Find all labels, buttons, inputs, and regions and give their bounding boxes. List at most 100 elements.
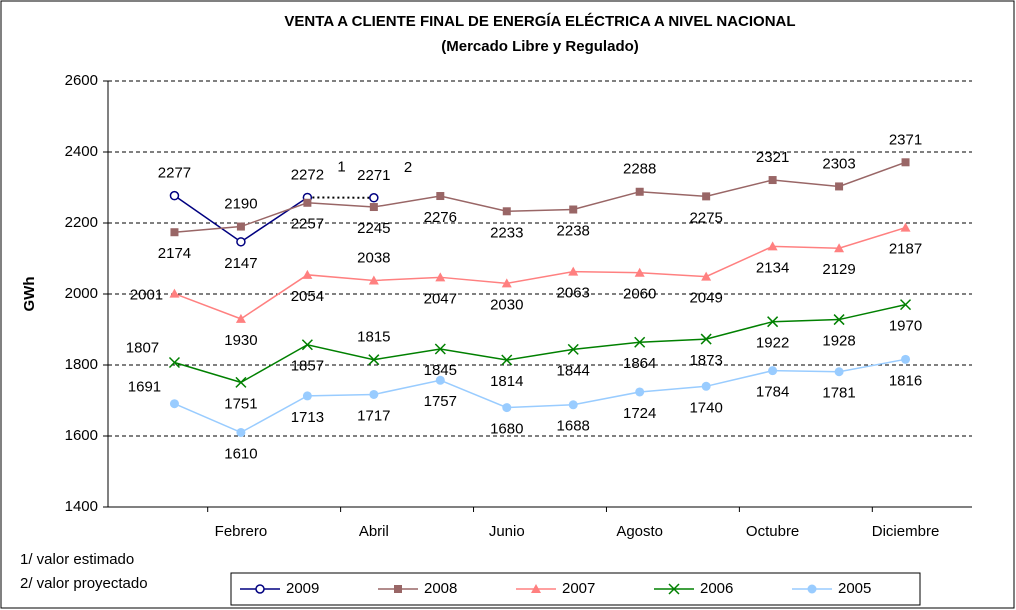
y-tick-label: 1800 <box>65 356 98 373</box>
chart-title: VENTA A CLIENTE FINAL DE ENERGÍA ELÉCTRI… <box>284 13 795 30</box>
data-point <box>768 366 778 376</box>
data-point <box>369 203 378 212</box>
data-point <box>236 237 246 247</box>
data-point <box>702 192 711 201</box>
data-label: 1740 <box>689 399 722 416</box>
data-point <box>235 376 247 388</box>
data-point <box>834 367 844 377</box>
data-label: 2060 <box>623 286 656 303</box>
data-label: 1610 <box>224 445 257 462</box>
data-label: 1930 <box>224 332 257 349</box>
data-label: 2038 <box>357 249 390 266</box>
data-point <box>301 339 313 351</box>
data-point <box>834 243 845 253</box>
data-label: 2303 <box>822 155 855 172</box>
data-label: 2276 <box>424 209 457 226</box>
x-tick-label: Agosto <box>616 523 663 540</box>
legend-marker <box>531 584 541 593</box>
data-label: 1857 <box>291 358 324 375</box>
legend-label: 2008 <box>424 580 457 597</box>
data-point <box>369 389 379 399</box>
data-label: 1724 <box>623 405 656 422</box>
data-point <box>900 222 911 232</box>
data-label: 2129 <box>822 261 855 278</box>
data-point <box>368 275 379 285</box>
data-label: 2245 <box>357 220 390 237</box>
legend-label: 2007 <box>562 580 595 597</box>
data-point <box>767 241 778 251</box>
data-label: 2272 <box>291 166 324 183</box>
legend-marker <box>807 584 817 594</box>
y-axis-label: GWh <box>21 277 38 312</box>
x-tick-label: Octubre <box>746 523 799 540</box>
data-point <box>169 399 179 409</box>
data-point <box>569 205 578 214</box>
series-line <box>174 161 906 233</box>
data-label: 1751 <box>224 395 257 412</box>
data-label: 1922 <box>756 335 789 352</box>
data-point <box>170 228 179 237</box>
data-point <box>435 272 446 282</box>
legend-marker <box>255 584 265 594</box>
data-label: 2174 <box>158 245 191 262</box>
data-point <box>567 343 579 355</box>
data-point <box>501 354 513 366</box>
data-point <box>634 336 646 348</box>
data-point <box>502 403 512 413</box>
data-label: 2030 <box>490 296 523 313</box>
data-point <box>701 271 712 281</box>
data-label: 1781 <box>822 385 855 402</box>
x-tick-label: Junio <box>489 523 525 540</box>
data-point <box>368 354 380 366</box>
data-label: 1814 <box>490 373 523 390</box>
footnote: 2/ valor proyectado <box>20 575 148 592</box>
chart-subtitle: (Mercado Libre y Regulado) <box>441 38 639 55</box>
data-point <box>634 267 645 277</box>
data-label: 2371 <box>889 131 922 148</box>
data-point <box>502 207 511 216</box>
legend-marker <box>668 583 680 595</box>
y-tick-label: 1600 <box>65 427 98 444</box>
data-point <box>169 288 180 298</box>
series-line <box>174 226 906 320</box>
data-point <box>835 182 844 191</box>
data-label: 2277 <box>158 165 191 182</box>
data-point <box>701 381 711 391</box>
data-label: 1928 <box>822 333 855 350</box>
data-label: 2275 <box>689 209 722 226</box>
data-label: 1717 <box>357 407 390 424</box>
data-label: 2271 <box>357 167 390 184</box>
data-label: 2257 <box>291 216 324 233</box>
data-label: 2063 <box>557 285 590 302</box>
data-label: 1807 <box>126 339 159 356</box>
data-point <box>302 269 313 279</box>
data-point <box>302 391 312 401</box>
y-tick-label: 2200 <box>65 214 98 231</box>
data-point <box>768 176 777 185</box>
series-line <box>174 303 906 384</box>
data-point <box>369 193 379 203</box>
legend-label: 2009 <box>286 580 319 597</box>
data-label: 1864 <box>623 355 656 372</box>
data-label: 1691 <box>128 379 161 396</box>
data-point <box>901 158 910 167</box>
data-label: 2187 <box>889 241 922 258</box>
data-label: 2233 <box>490 224 523 241</box>
y-tick-label: 1400 <box>65 498 98 515</box>
x-tick-label: Febrero <box>215 523 268 540</box>
footnote: 1/ valor estimado <box>20 551 134 568</box>
data-point <box>435 375 445 385</box>
data-point <box>635 387 645 397</box>
y-tick-label: 2600 <box>65 72 98 89</box>
data-point <box>568 400 578 410</box>
data-point <box>236 222 245 231</box>
data-label: 2049 <box>689 290 722 307</box>
annotation: 1 <box>337 158 345 175</box>
y-tick-label: 2400 <box>65 143 98 160</box>
data-point <box>900 299 912 311</box>
data-label: 1688 <box>557 418 590 435</box>
legend-marker <box>394 585 402 593</box>
data-point <box>767 316 779 328</box>
data-label: 1757 <box>424 393 457 410</box>
